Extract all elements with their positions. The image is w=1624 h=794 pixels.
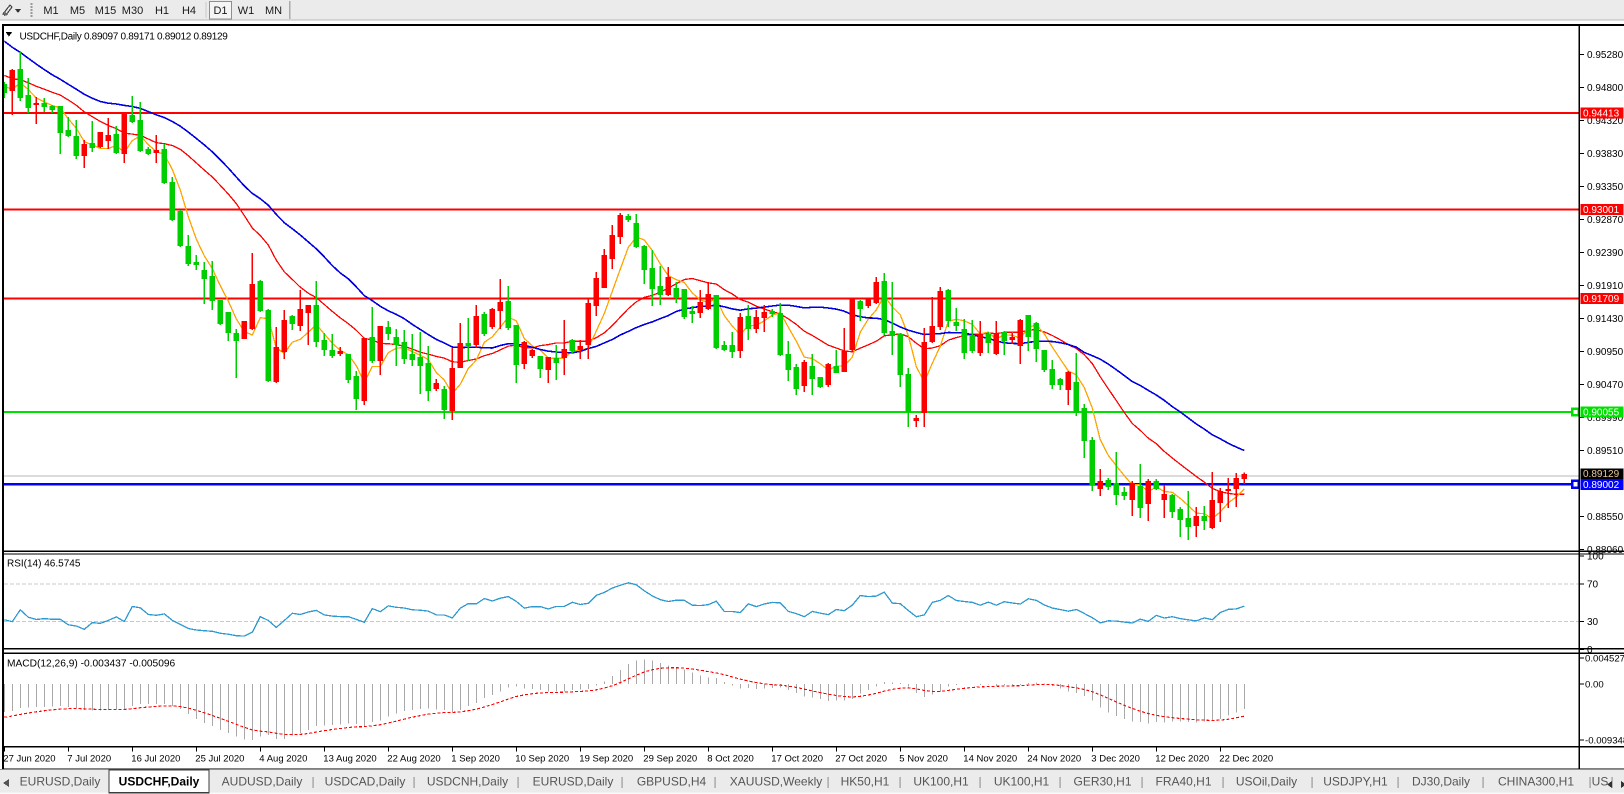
svg-text:24 Nov 2020: 24 Nov 2020: [1027, 754, 1081, 765]
svg-text:0.00: 0.00: [1585, 680, 1604, 691]
svg-text:|: |: [516, 775, 519, 789]
svg-text:0.92390: 0.92390: [1587, 248, 1624, 259]
svg-text:H4: H4: [182, 5, 196, 17]
svg-text:0.89129: 0.89129: [1583, 469, 1620, 480]
svg-text:0.91709: 0.91709: [1583, 294, 1620, 305]
svg-text:0.94800: 0.94800: [1587, 83, 1624, 94]
svg-text:XAUUSD,Weekly: XAUUSD,Weekly: [730, 775, 822, 789]
svg-text:17 Oct 2020: 17 Oct 2020: [771, 754, 823, 765]
svg-text:27 Oct 2020: 27 Oct 2020: [835, 754, 887, 765]
svg-text:19 Sep 2020: 19 Sep 2020: [579, 754, 633, 765]
svg-text:0.93350: 0.93350: [1587, 182, 1624, 193]
svg-text:0.89002: 0.89002: [1583, 480, 1620, 491]
svg-text:4 Aug 2020: 4 Aug 2020: [259, 754, 307, 765]
svg-text:USDCAD,Daily: USDCAD,Daily: [325, 775, 406, 789]
svg-text:16 Jul 2020: 16 Jul 2020: [131, 754, 180, 765]
svg-text:|: |: [412, 775, 415, 789]
svg-text:|: |: [1221, 775, 1224, 789]
svg-text:USDJPY,H1: USDJPY,H1: [1323, 775, 1388, 789]
svg-text:0.94413: 0.94413: [1583, 108, 1620, 119]
svg-text:|: |: [620, 775, 623, 789]
svg-text:|: |: [1396, 775, 1399, 789]
svg-text:MN: MN: [265, 5, 282, 17]
svg-text:|: |: [1481, 775, 1484, 789]
svg-text:|: |: [311, 775, 314, 789]
svg-text:0.90055: 0.90055: [1583, 408, 1620, 419]
svg-text:0.92870: 0.92870: [1587, 215, 1624, 226]
svg-text:0.89990: 0.89990: [1587, 413, 1624, 424]
svg-text:|: |: [898, 775, 901, 789]
svg-text:W1: W1: [238, 5, 255, 17]
svg-text:AUDUSD,Daily: AUDUSD,Daily: [222, 775, 303, 789]
svg-text:|: |: [1310, 775, 1313, 789]
svg-text:H1: H1: [155, 5, 169, 17]
svg-text:0.90950: 0.90950: [1587, 347, 1624, 358]
svg-text:EURUSD,Daily: EURUSD,Daily: [20, 775, 101, 789]
svg-text:USDCHF,Daily 0.89097 0.89171: USDCHF,Daily 0.89097 0.89171 0.89012 0.8…: [20, 32, 229, 43]
svg-text:0.91910: 0.91910: [1587, 281, 1624, 292]
svg-text:M30: M30: [122, 5, 143, 17]
svg-text:5 Nov 2020: 5 Nov 2020: [899, 754, 948, 765]
svg-text:0.94320: 0.94320: [1587, 116, 1624, 127]
svg-text:GBPUSD,H4: GBPUSD,H4: [637, 775, 707, 789]
svg-text:M15: M15: [95, 5, 116, 17]
svg-text:22 Dec 2020: 22 Dec 2020: [1219, 754, 1273, 765]
svg-text:27 Jun 2020: 27 Jun 2020: [3, 754, 55, 765]
svg-text:7 Jul 2020: 7 Jul 2020: [67, 754, 111, 765]
svg-text:22 Aug 2020: 22 Aug 2020: [387, 754, 440, 765]
svg-text:D1: D1: [213, 5, 227, 17]
svg-text:0.95280: 0.95280: [1587, 50, 1624, 61]
svg-text:13 Aug 2020: 13 Aug 2020: [323, 754, 376, 765]
svg-text:0.88060: 0.88060: [1587, 545, 1624, 556]
svg-text:0.89510: 0.89510: [1587, 446, 1624, 457]
svg-text:0.93830: 0.93830: [1587, 149, 1624, 160]
svg-text:1 Sep 2020: 1 Sep 2020: [451, 754, 500, 765]
svg-text:29 Sep 2020: 29 Sep 2020: [643, 754, 697, 765]
svg-text:RSI(14) 46.5745: RSI(14) 46.5745: [7, 559, 81, 570]
svg-text:|: |: [713, 775, 716, 789]
svg-text:|: |: [1588, 775, 1591, 789]
svg-text:M5: M5: [70, 5, 85, 17]
svg-text:US: US: [1592, 775, 1609, 789]
svg-text:30: 30: [1587, 617, 1599, 628]
svg-text:DJ30,Daily: DJ30,Daily: [1412, 775, 1470, 789]
svg-text:GER30,H1: GER30,H1: [1073, 775, 1131, 789]
svg-text:0: 0: [1587, 645, 1593, 656]
svg-text:8 Oct 2020: 8 Oct 2020: [707, 754, 753, 765]
svg-text:0.90470: 0.90470: [1587, 380, 1624, 391]
svg-text:M1: M1: [43, 5, 58, 17]
svg-text:25 Jul 2020: 25 Jul 2020: [195, 754, 244, 765]
svg-text:|: |: [978, 775, 981, 789]
svg-text:|: |: [826, 775, 829, 789]
svg-text:14 Nov 2020: 14 Nov 2020: [963, 754, 1017, 765]
svg-text:USDCNH,Daily: USDCNH,Daily: [427, 775, 508, 789]
svg-text:100: 100: [1587, 552, 1604, 563]
svg-text:USOil,Daily: USOil,Daily: [1236, 775, 1297, 789]
svg-text:UK100,H1: UK100,H1: [913, 775, 969, 789]
svg-text:12 Dec 2020: 12 Dec 2020: [1155, 754, 1209, 765]
svg-text:HK50,H1: HK50,H1: [841, 775, 890, 789]
svg-text:-0.009348: -0.009348: [1585, 736, 1624, 747]
svg-text:USDCHF,Daily: USDCHF,Daily: [119, 775, 200, 789]
svg-text:EURUSD,Daily: EURUSD,Daily: [533, 775, 614, 789]
svg-text:UK100,H1: UK100,H1: [994, 775, 1050, 789]
svg-text:|: |: [1140, 775, 1143, 789]
svg-text:FRA40,H1: FRA40,H1: [1155, 775, 1211, 789]
svg-text:0.91430: 0.91430: [1587, 314, 1624, 325]
svg-text:0.004527: 0.004527: [1585, 654, 1624, 665]
svg-text:MACD(12,26,9) -0.003437 -0.005: MACD(12,26,9) -0.003437 -0.005096: [7, 659, 176, 670]
svg-text:10 Sep 2020: 10 Sep 2020: [515, 754, 569, 765]
svg-text:70: 70: [1587, 580, 1599, 591]
svg-text:3 Dec 2020: 3 Dec 2020: [1091, 754, 1140, 765]
svg-text:|: |: [1058, 775, 1061, 789]
svg-text:0.93001: 0.93001: [1583, 205, 1620, 216]
svg-text:0.88550: 0.88550: [1587, 512, 1624, 523]
svg-text:CHINA300,H1: CHINA300,H1: [1498, 775, 1574, 789]
